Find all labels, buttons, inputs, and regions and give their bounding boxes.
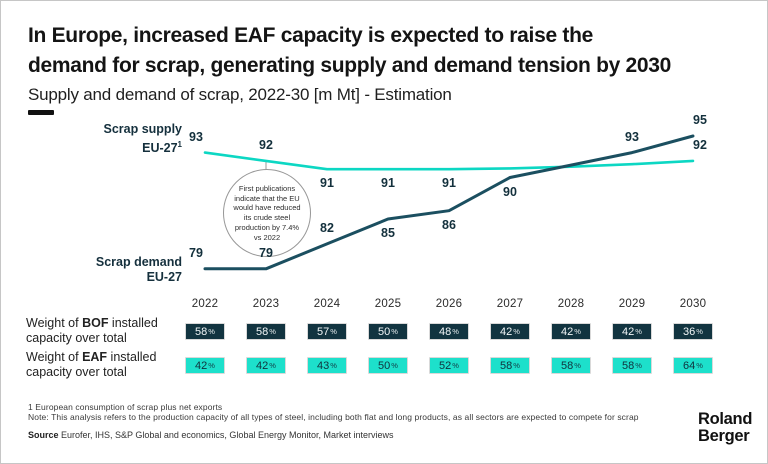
eaf-label-strong: EAF — [82, 350, 108, 364]
roland-berger-logo: Roland Berger — [698, 411, 752, 445]
logo-line2: Berger — [698, 427, 750, 445]
demand-series-label: Scrap demand EU-27 — [1, 255, 182, 285]
value-label: 90 — [503, 184, 517, 199]
eaf-label-suffix: installed capacity over total — [26, 350, 157, 379]
eaf-badge: 50% — [368, 357, 408, 374]
value-label: 93 — [625, 129, 639, 144]
year-label: 2027 — [496, 298, 524, 310]
value-label: 92 — [693, 137, 707, 152]
bof-badge: 57% — [307, 323, 347, 340]
bof-badge: 42% — [612, 323, 652, 340]
supply-label-line1: Scrap supply — [103, 122, 183, 136]
footnote-marker: 1 — [177, 140, 182, 149]
bof-row-label: Weight of BOF installed capacity over to… — [26, 316, 196, 346]
bof-badge: 58% — [246, 323, 286, 340]
title-line-1: In Europe, increased EAF capacity is exp… — [28, 24, 593, 47]
eaf-badge: 52% — [429, 357, 469, 374]
supply-line — [203, 151, 695, 171]
value-label: 95 — [693, 113, 707, 127]
page-title: In Europe, increased EAF capacity is exp… — [28, 21, 764, 81]
eaf-row-label: Weight of EAF installed capacity over to… — [26, 350, 196, 380]
bof-label-strong: BOF — [82, 316, 109, 330]
footnote-1: 1 European consumption of scrap plus net… — [28, 402, 223, 412]
value-label: 91 — [442, 176, 456, 191]
chart-subtitle: Supply and demand of scrap, 2022-30 [m M… — [28, 85, 452, 104]
bof-badge: 36% — [673, 323, 713, 340]
eaf-badge: 58% — [551, 357, 591, 374]
annotation-text: First publications indicate that the EU … — [233, 183, 301, 242]
year-label: 2029 — [618, 298, 646, 310]
demand-label-line1: Scrap demand — [95, 255, 182, 269]
bof-badge: 42% — [551, 323, 591, 340]
eaf-badge: 43% — [307, 357, 347, 374]
source-label: Source — [28, 430, 59, 440]
year-label: 2030 — [679, 298, 707, 310]
supply-label-line2: EU-27 — [142, 141, 178, 156]
bof-badge: 42% — [490, 323, 530, 340]
bof-badge: 50% — [368, 323, 408, 340]
eaf-badge: 58% — [612, 357, 652, 374]
eaf-badge: 42% — [246, 357, 286, 374]
year-label: 2025 — [374, 298, 402, 310]
bof-label-suffix: installed capacity over total — [26, 316, 158, 345]
logo-line1: Roland — [698, 410, 753, 428]
bof-label-prefix: Weight of — [26, 316, 83, 330]
annotation-circle: First publications indicate that the EU … — [223, 169, 311, 257]
accent-dash — [28, 110, 54, 115]
eaf-label-prefix: Weight of — [26, 350, 83, 364]
value-label: 86 — [442, 217, 456, 232]
source-text: Eurofer, IHS, S&P Global and economics, … — [58, 430, 394, 440]
year-label: 2026 — [435, 298, 463, 310]
year-label: 2023 — [252, 298, 280, 310]
value-label: 85 — [381, 226, 395, 240]
value-label: 82 — [320, 220, 334, 235]
value-label: 91 — [320, 176, 334, 191]
value-label: 79 — [189, 245, 203, 260]
value-label: 93 — [189, 129, 203, 144]
value-label: 92 — [259, 137, 273, 152]
eaf-badge: 64% — [673, 357, 713, 374]
year-label: 2022 — [191, 298, 219, 310]
year-label: 2028 — [557, 298, 585, 310]
source-line: Source Eurofer, IHS, S&P Global and econ… — [28, 430, 394, 440]
eaf-badge: 58% — [490, 357, 530, 374]
year-label: 2024 — [313, 298, 341, 310]
bof-badge: 48% — [429, 323, 469, 340]
demand-label-line2: EU-27 — [146, 270, 182, 284]
footnote-note: Note: This analysis refers to the produc… — [28, 412, 639, 422]
value-label: 91 — [381, 176, 395, 191]
title-line-2: demand for scrap, generating supply and … — [28, 54, 672, 77]
supply-series-label: Scrap supply EU-271 — [1, 122, 183, 156]
